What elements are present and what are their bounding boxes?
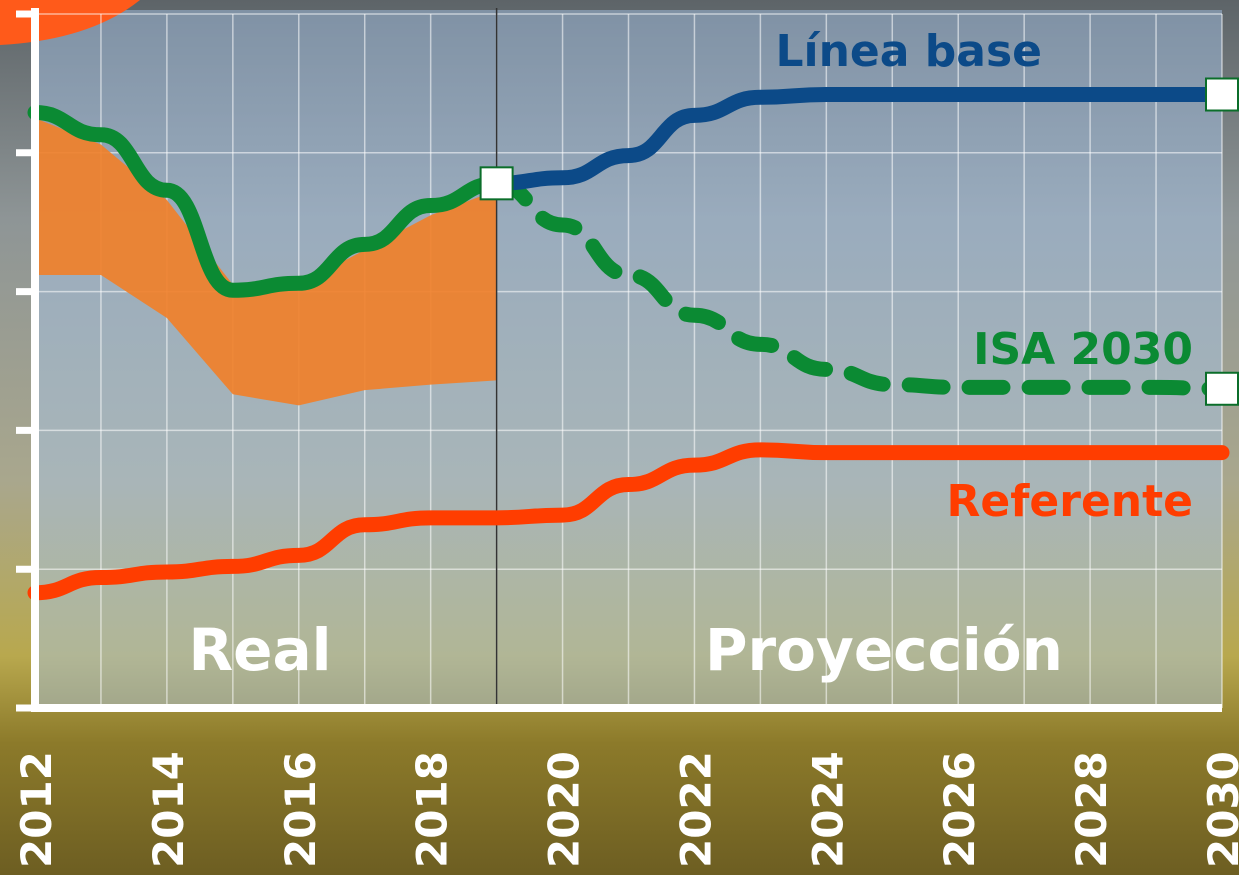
x-tick-label: 2020 <box>540 751 589 868</box>
x-tick-label: 2016 <box>276 751 325 868</box>
point-marker <box>1206 79 1238 111</box>
x-tick-label: 2012 <box>12 751 61 868</box>
annotation: Real <box>188 616 331 684</box>
point-marker <box>481 167 513 199</box>
x-tick-label: 2024 <box>803 751 852 868</box>
series-label: Línea base <box>775 26 1042 77</box>
annotation: Proyección <box>705 616 1063 684</box>
x-tick-label: 2030 <box>1199 751 1239 868</box>
chart: 2012 2014 2016 2018 2020 2022 2024 2026 2028 2030… <box>0 0 1239 875</box>
x-tick-label: 2022 <box>671 751 720 868</box>
x-tick-label: 2018 <box>408 751 457 868</box>
series-label: Referente <box>947 476 1193 527</box>
point-marker <box>1206 373 1238 405</box>
x-tick-label: 2028 <box>1067 751 1116 868</box>
x-tick-label: 2014 <box>144 751 193 868</box>
series-label: ISA 2030 <box>973 324 1193 375</box>
x-tick-label: 2026 <box>935 751 984 868</box>
